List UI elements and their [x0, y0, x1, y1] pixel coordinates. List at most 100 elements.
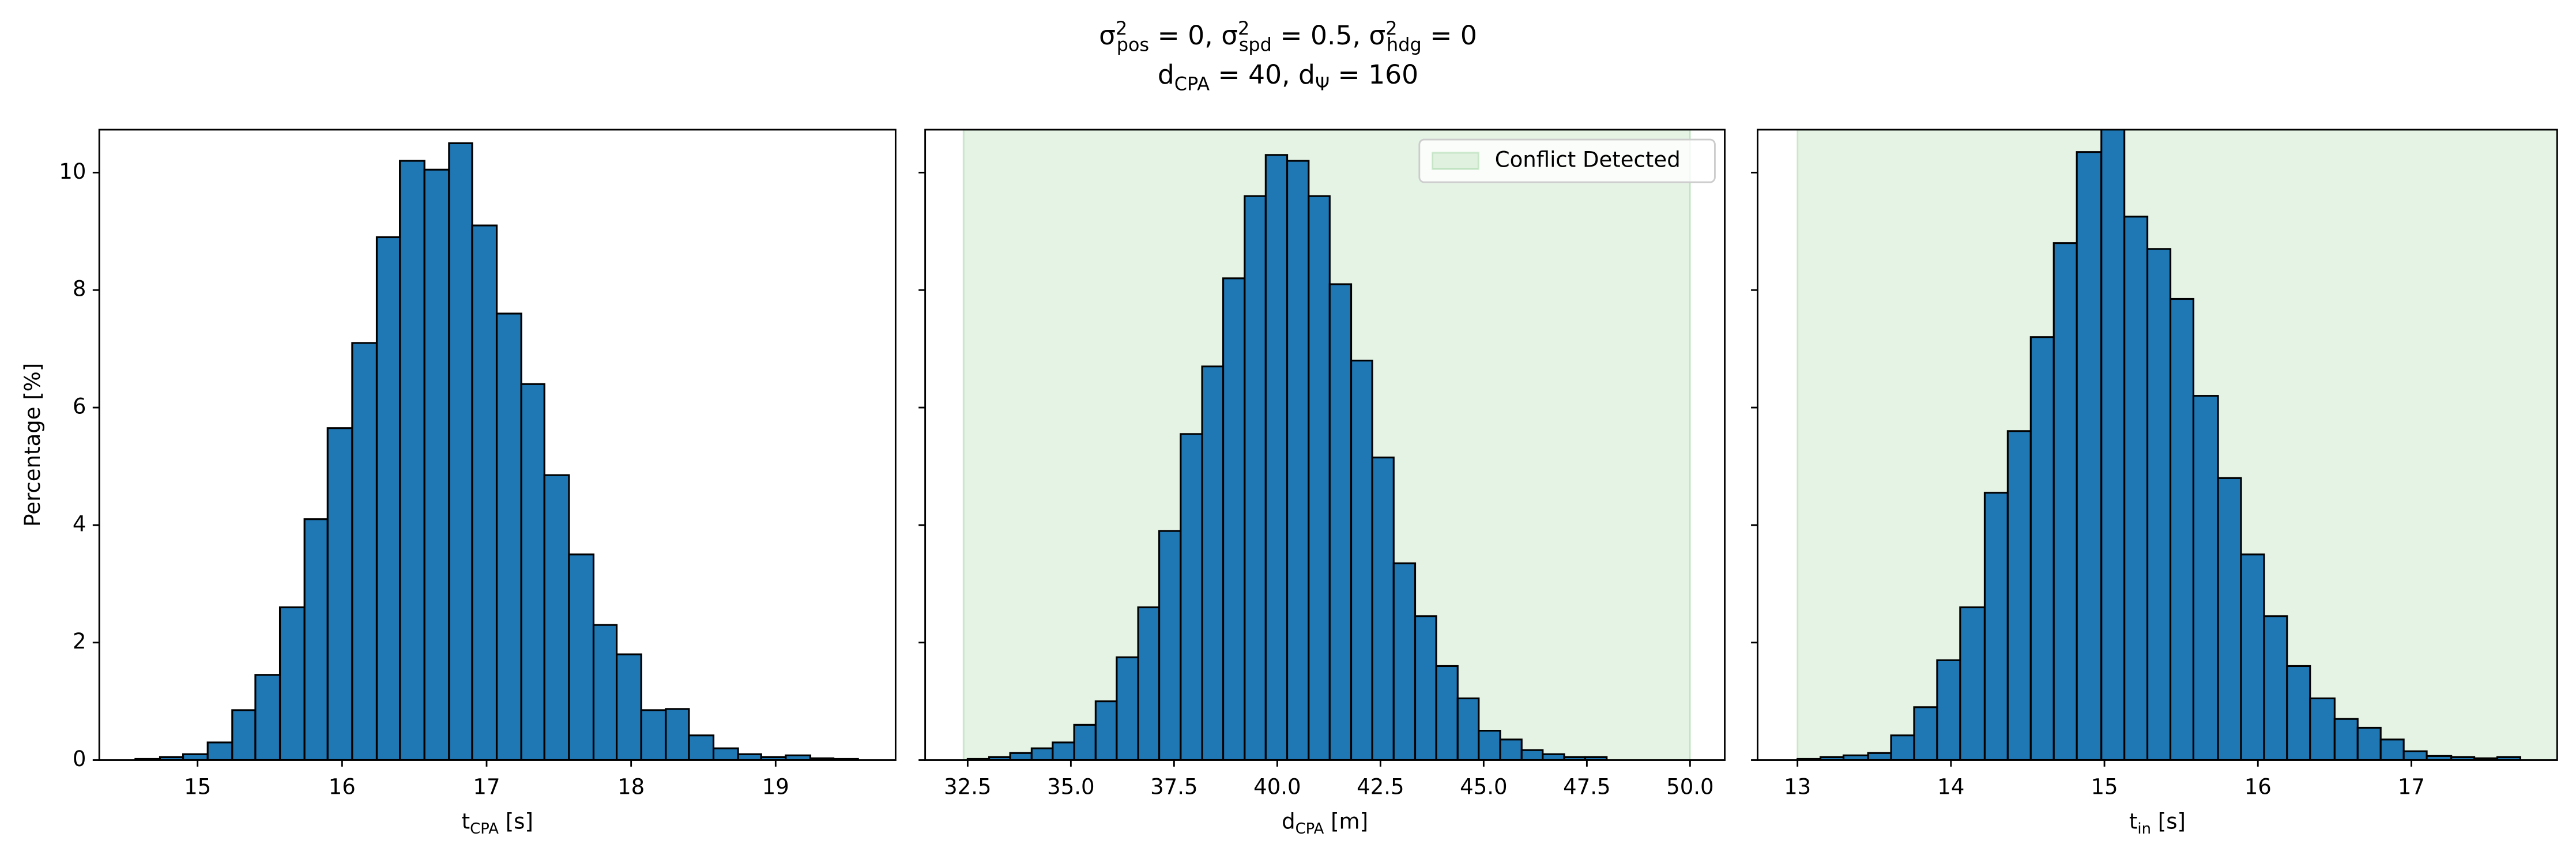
- legend-box: [1418, 138, 1716, 183]
- bar: [375, 236, 401, 760]
- bar: [737, 753, 762, 760]
- suptitle-line: σ2 pos = 0, σ2 spd = 0.5, σ2 hdg = 0: [1099, 17, 1477, 55]
- bar: [495, 312, 522, 760]
- bar: [1371, 457, 1395, 760]
- x-tick-label: 40.0: [1253, 774, 1301, 799]
- bar: [1499, 738, 1523, 760]
- bar: [1520, 749, 1544, 760]
- y-tick-label: 8: [73, 277, 86, 301]
- x-axis-label: tCPA [s]: [462, 809, 533, 837]
- x-tick-label: 15: [2091, 774, 2118, 799]
- bar: [1158, 530, 1182, 760]
- plot-area: [1797, 129, 2558, 760]
- bar: [206, 741, 234, 760]
- bar: [2029, 336, 2055, 760]
- bar: [2496, 756, 2522, 760]
- x-axis-label: dCPA [m]: [1282, 809, 1368, 837]
- bar: [2379, 738, 2405, 760]
- bar: [2169, 297, 2195, 760]
- legend-label: Conflict Detected: [1495, 148, 1681, 172]
- x-tick-label: 18: [617, 774, 645, 799]
- bar: [2309, 697, 2336, 760]
- bar: [1030, 747, 1054, 760]
- bar: [1959, 606, 1986, 760]
- x-tick-label: 32.5: [944, 774, 991, 799]
- x-tick-label: 16: [2244, 774, 2272, 799]
- x-tick-label: 35.0: [1047, 774, 1094, 799]
- y-tick-label: 10: [59, 159, 86, 184]
- bar: [471, 224, 498, 760]
- bar: [1180, 433, 1203, 760]
- bar: [2286, 665, 2311, 760]
- bar: [2100, 129, 2126, 760]
- bar: [1936, 659, 1961, 760]
- bar: [2333, 718, 2359, 760]
- bar: [1116, 656, 1139, 760]
- bar: [543, 474, 570, 760]
- bar: [1009, 752, 1033, 760]
- bar: [1890, 734, 1915, 760]
- bar: [182, 753, 209, 760]
- bar: [592, 624, 618, 760]
- x-tick-label: 42.5: [1357, 774, 1404, 799]
- y-tick-label: 0: [73, 747, 86, 771]
- legend-swatch: [1432, 152, 1479, 170]
- bar: [665, 708, 690, 760]
- bar: [303, 518, 329, 760]
- bar: [2006, 430, 2032, 760]
- bar: [1308, 195, 1331, 760]
- bar: [399, 160, 425, 760]
- bar: [2076, 151, 2103, 760]
- x-axis-label: tin [s]: [2129, 809, 2186, 837]
- bar: [1073, 723, 1097, 760]
- bar: [1328, 283, 1353, 760]
- bar: [2217, 477, 2242, 760]
- x-tick-label: 37.5: [1150, 774, 1197, 799]
- x-tick-label: 13: [1784, 774, 1811, 799]
- bar: [351, 342, 378, 760]
- bar: [254, 674, 281, 760]
- bar: [2146, 248, 2172, 760]
- bar: [616, 653, 642, 760]
- y-tick-label: 2: [73, 629, 86, 654]
- axes-frame: [1757, 129, 2558, 761]
- plot-area: [134, 142, 859, 760]
- x-tick-label: 50.0: [1666, 774, 1713, 799]
- bar: [231, 709, 257, 760]
- plot-area: [962, 129, 1691, 760]
- x-tick-label: 14: [1937, 774, 1964, 799]
- bar: [568, 553, 595, 760]
- bar: [1137, 606, 1161, 760]
- bar: [1201, 365, 1225, 760]
- bar: [1222, 277, 1246, 760]
- bar: [520, 383, 545, 760]
- bar: [1414, 615, 1437, 760]
- y-tick-label: 6: [73, 394, 86, 419]
- x-tick-label: 47.5: [1563, 774, 1610, 799]
- bar: [1983, 492, 2009, 760]
- bar: [1913, 706, 1938, 760]
- x-tick-label: 45.0: [1460, 774, 1507, 799]
- bar: [1094, 700, 1118, 760]
- bar: [448, 142, 473, 760]
- axes-frame: [98, 129, 897, 761]
- bar: [1350, 359, 1373, 760]
- bar: [2240, 553, 2265, 760]
- x-tick-label: 16: [329, 774, 356, 799]
- y-tick-label: 4: [73, 511, 86, 536]
- bar: [326, 427, 353, 760]
- x-tick-label: 19: [762, 774, 789, 799]
- bar: [1392, 562, 1417, 760]
- bar: [2263, 615, 2288, 760]
- bar: [278, 606, 306, 760]
- x-tick-label: 17: [2398, 774, 2425, 799]
- bar: [1264, 154, 1289, 760]
- bar: [1052, 741, 1075, 760]
- bar: [2052, 242, 2078, 760]
- bar: [1478, 730, 1501, 760]
- bar: [2123, 216, 2149, 760]
- bar: [1435, 665, 1459, 760]
- bar: [1456, 697, 1480, 760]
